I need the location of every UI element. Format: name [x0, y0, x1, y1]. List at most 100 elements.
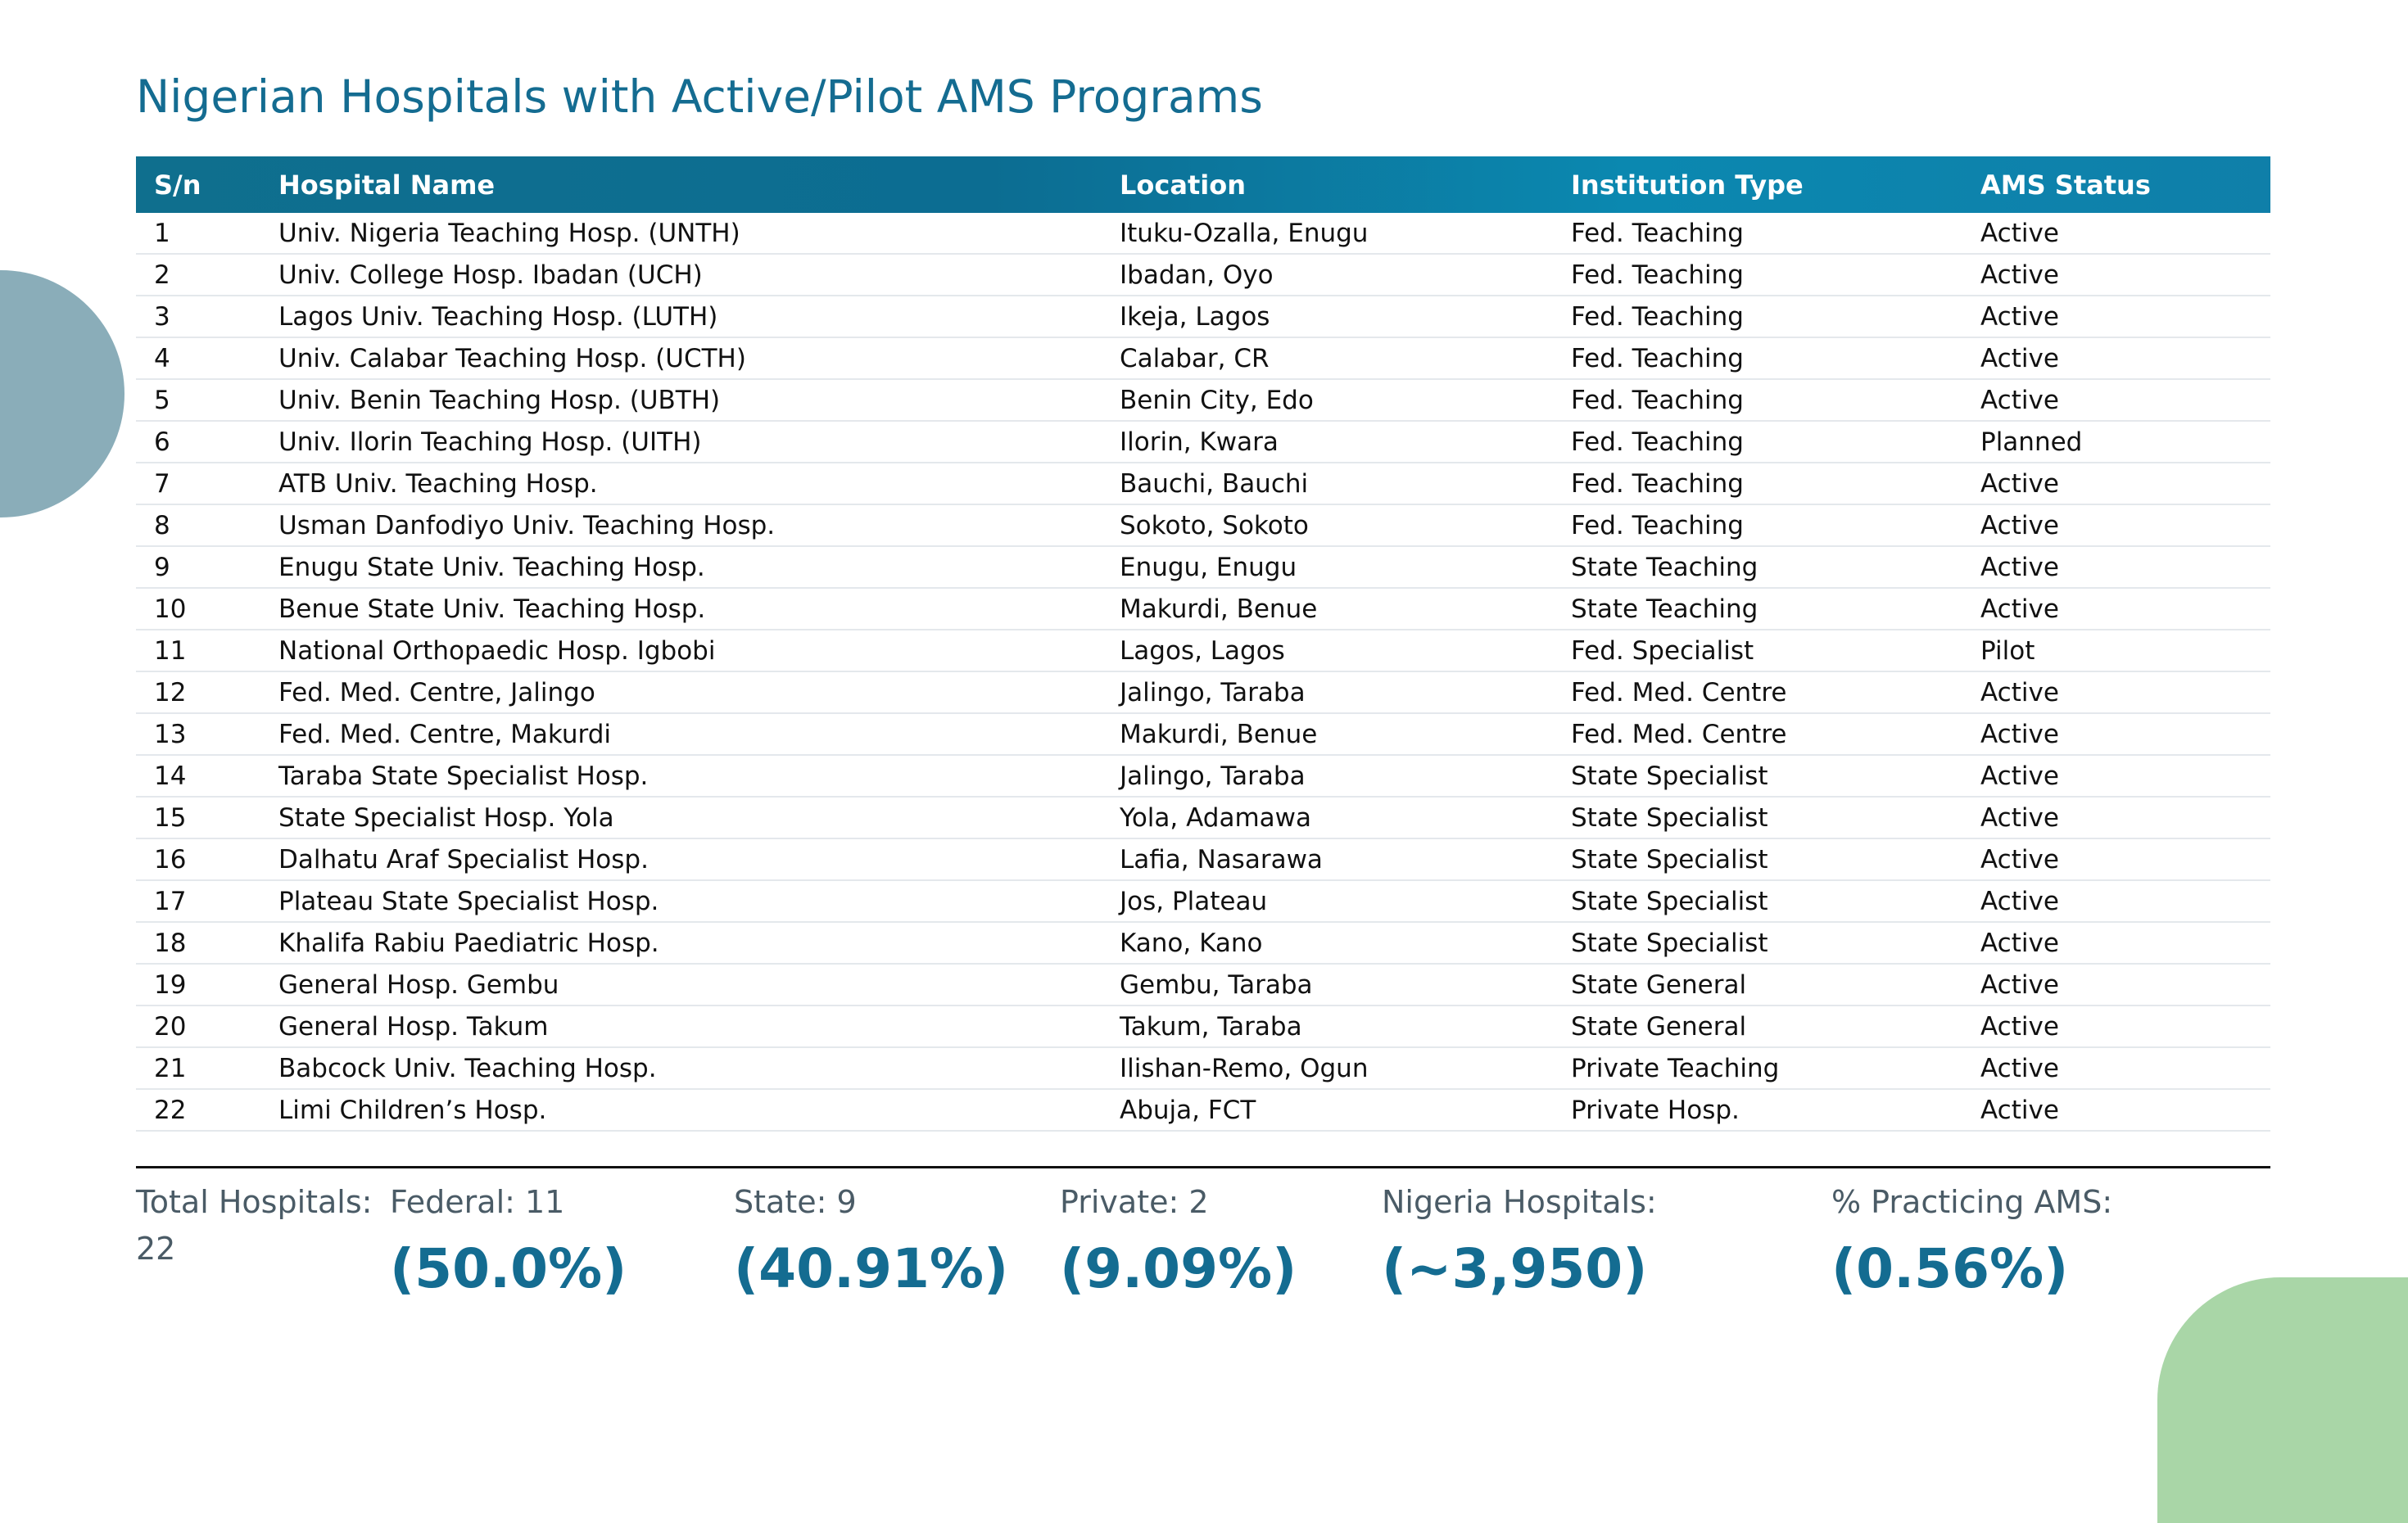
cell-ams-status: Active — [1962, 588, 2270, 630]
cell-location: Benin City, Edo — [1102, 379, 1553, 422]
table-row: 10 Benue State Univ. Teaching Hosp. Makurd… — [136, 588, 2270, 630]
table-row: 18 Khalifa Rabiu Paediatric Hosp. Kano, Ka… — [136, 922, 2270, 965]
page-title: Nigerian Hospitals with Active/Pilot AMS… — [136, 70, 1263, 123]
summary-divider — [136, 1166, 2270, 1168]
cell-hospital-name: Lagos Univ. Teaching Hosp. (LUTH) — [260, 296, 1102, 338]
cell-hospital-name: Dalhatu Araf Specialist Hosp. — [260, 838, 1102, 881]
cell-hospital-name: National Orthopaedic Hosp. Igbobi — [260, 630, 1102, 672]
cell-ams-status: Active — [1962, 964, 2270, 1006]
nigeria-hospitals-value: (~3,950) — [1382, 1237, 1648, 1300]
table-row: 9 Enugu State Univ. Teaching Hosp. Enugu, … — [136, 546, 2270, 589]
cell-location: Gembu, Taraba — [1102, 964, 1553, 1006]
column-header-institution-type: Institution Type — [1571, 169, 1804, 201]
cell-ams-status: Active — [1962, 755, 2270, 798]
cell-ams-status: Planned — [1962, 421, 2270, 463]
cell-location: Enugu, Enugu — [1102, 546, 1553, 589]
cell-institution-type: State Teaching — [1553, 588, 1962, 630]
total-hospitals-value: 22 — [136, 1231, 176, 1267]
table-row: 7 ATB Univ. Teaching Hosp. Bauchi, Bauchi F… — [136, 463, 2270, 505]
total-hospitals-label: Total Hospitals: — [136, 1184, 373, 1220]
cell-sn: 11 — [136, 630, 260, 672]
cell-location: Ituku-Ozalla, Enugu — [1102, 213, 1553, 255]
cell-hospital-name: Univ. Benin Teaching Hosp. (UBTH) — [260, 379, 1102, 422]
column-header-hospital-name: Hospital Name — [278, 169, 496, 201]
cell-ams-status: Active — [1962, 504, 2270, 547]
table-row: 14 Taraba State Specialist Hosp. Jalingo, … — [136, 755, 2270, 798]
cell-sn: 16 — [136, 838, 260, 881]
cell-institution-type: State Specialist — [1553, 797, 1962, 839]
cell-ams-status: Active — [1962, 213, 2270, 255]
practicing-ams-label: % Practicing AMS: — [1831, 1184, 2113, 1220]
cell-hospital-name: Univ. Calabar Teaching Hosp. (UCTH) — [260, 337, 1102, 380]
cell-sn: 14 — [136, 755, 260, 798]
table-row: 17 Plateau State Specialist Hosp. Jos, Pla… — [136, 880, 2270, 923]
cell-ams-status: Active — [1962, 1006, 2270, 1048]
cell-hospital-name: ATB Univ. Teaching Hosp. — [260, 463, 1102, 505]
cell-institution-type: Private Hosp. — [1553, 1089, 1962, 1132]
cell-sn: 20 — [136, 1006, 260, 1048]
cell-institution-type: Fed. Teaching — [1553, 421, 1962, 463]
cell-ams-status: Pilot — [1962, 630, 2270, 672]
cell-institution-type: State General — [1553, 1006, 1962, 1048]
cell-institution-type: State Teaching — [1553, 546, 1962, 589]
cell-sn: 19 — [136, 964, 260, 1006]
cell-sn: 15 — [136, 797, 260, 839]
cell-institution-type: State Specialist — [1553, 755, 1962, 798]
cell-ams-status: Active — [1962, 296, 2270, 338]
cell-location: Calabar, CR — [1102, 337, 1553, 380]
cell-location: Sokoto, Sokoto — [1102, 504, 1553, 547]
cell-ams-status: Active — [1962, 922, 2270, 965]
table-row: 11 National Orthopaedic Hosp. Igbobi Lagos… — [136, 630, 2270, 672]
cell-location: Makurdi, Benue — [1102, 713, 1553, 756]
column-header-sn: S/n — [154, 169, 201, 201]
cell-ams-status: Active — [1962, 254, 2270, 296]
cell-location: Yola, Adamawa — [1102, 797, 1553, 839]
state-percentage: (40.91%) — [734, 1237, 1009, 1300]
cell-sn: 3 — [136, 296, 260, 338]
cell-location: Kano, Kano — [1102, 922, 1553, 965]
private-percentage: (9.09%) — [1060, 1237, 1297, 1300]
cell-ams-status: Active — [1962, 379, 2270, 422]
cell-ams-status: Active — [1962, 797, 2270, 839]
cell-location: Jalingo, Taraba — [1102, 755, 1553, 798]
cell-institution-type: Fed. Med. Centre — [1553, 671, 1962, 714]
cell-sn: 18 — [136, 922, 260, 965]
cell-hospital-name: Fed. Med. Centre, Makurdi — [260, 713, 1102, 756]
cell-institution-type: Fed. Teaching — [1553, 463, 1962, 505]
cell-sn: 8 — [136, 504, 260, 547]
table-row: 5 Univ. Benin Teaching Hosp. (UBTH) Benin … — [136, 379, 2270, 422]
table-row: 21 Babcock Univ. Teaching Hosp. Ilishan-Re… — [136, 1047, 2270, 1090]
cell-hospital-name: Usman Danfodiyo Univ. Teaching Hosp. — [260, 504, 1102, 547]
cell-ams-status: Active — [1962, 1089, 2270, 1132]
cell-institution-type: State Specialist — [1553, 922, 1962, 965]
cell-hospital-name: State Specialist Hosp. Yola — [260, 797, 1102, 839]
cell-location: Abuja, FCT — [1102, 1089, 1553, 1132]
table-row: 15 State Specialist Hosp. Yola Yola, Adama… — [136, 797, 2270, 839]
cell-institution-type: Fed. Teaching — [1553, 337, 1962, 380]
decorative-blob — [2157, 1277, 2408, 1523]
cell-hospital-name: Univ. Nigeria Teaching Hosp. (UNTH) — [260, 213, 1102, 255]
cell-hospital-name: Fed. Med. Centre, Jalingo — [260, 671, 1102, 714]
cell-hospital-name: Plateau State Specialist Hosp. — [260, 880, 1102, 923]
cell-ams-status: Active — [1962, 713, 2270, 756]
table-row: 3 Lagos Univ. Teaching Hosp. (LUTH) Ikeja,… — [136, 296, 2270, 338]
private-label: Private: 2 — [1060, 1184, 1209, 1220]
state-label: State: 9 — [734, 1184, 857, 1220]
hospitals-table-container: S/n Hospital Name Location Institution T… — [136, 156, 2270, 1132]
cell-institution-type: Fed. Teaching — [1553, 504, 1962, 547]
cell-sn: 1 — [136, 213, 260, 255]
cell-sn: 2 — [136, 254, 260, 296]
cell-ams-status: Active — [1962, 671, 2270, 714]
federal-percentage: (50.0%) — [390, 1237, 627, 1300]
cell-hospital-name: Limi Children’s Hosp. — [260, 1089, 1102, 1132]
cell-hospital-name: Enugu State Univ. Teaching Hosp. — [260, 546, 1102, 589]
cell-location: Makurdi, Benue — [1102, 588, 1553, 630]
cell-location: Ibadan, Oyo — [1102, 254, 1553, 296]
cell-ams-status: Active — [1962, 838, 2270, 881]
cell-institution-type: Private Teaching — [1553, 1047, 1962, 1090]
table-row: 1 Univ. Nigeria Teaching Hosp. (UNTH) Ituk… — [136, 213, 2270, 255]
cell-sn: 9 — [136, 546, 260, 589]
table-header-row: S/n Hospital Name Location Institution T… — [136, 156, 2270, 213]
cell-location: Jalingo, Taraba — [1102, 671, 1553, 714]
column-header-ams-status: AMS Status — [1980, 169, 2151, 201]
